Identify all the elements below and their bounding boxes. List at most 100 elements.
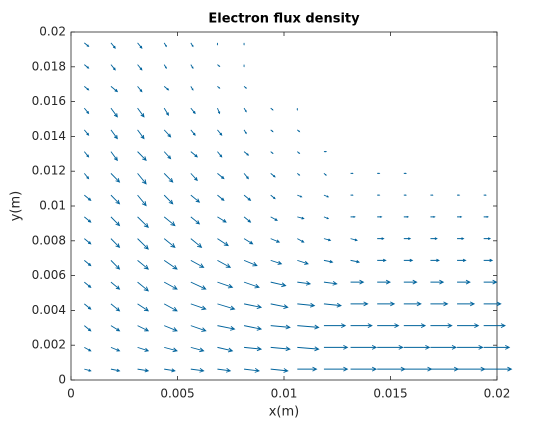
arrow	[430, 194, 434, 196]
arrow	[243, 325, 263, 331]
arrow	[243, 151, 250, 156]
arrow	[83, 107, 90, 115]
arrow	[297, 216, 305, 220]
arrow	[270, 216, 278, 221]
arrow	[323, 344, 349, 350]
y-tick-label: 0.012	[32, 164, 66, 178]
x-tick-label: 0.01	[271, 387, 298, 401]
arrow	[403, 344, 431, 350]
arrow	[270, 259, 283, 265]
x-tick-label: 0.02	[484, 387, 511, 401]
arrow	[483, 344, 511, 350]
arrow	[403, 194, 407, 196]
arrow	[84, 303, 92, 310]
arrow	[217, 216, 227, 223]
arrow	[323, 259, 334, 264]
arrow	[323, 302, 342, 308]
arrow	[297, 302, 316, 308]
arrow	[297, 129, 301, 133]
arrow	[270, 129, 274, 133]
arrow	[163, 173, 174, 183]
arrow	[270, 194, 276, 200]
y-tick-label: 0.002	[32, 338, 66, 352]
arrow	[190, 238, 203, 248]
arrow	[483, 366, 513, 372]
y-tick-label: 0.01	[39, 199, 66, 213]
arrow	[297, 151, 301, 155]
arrow	[190, 368, 205, 373]
arrow	[137, 303, 150, 312]
arrow	[430, 258, 440, 263]
arrow	[243, 64, 245, 68]
x-tick-label: 0.015	[373, 387, 407, 401]
arrow	[297, 173, 301, 176]
arrow	[377, 215, 383, 218]
arrow	[84, 346, 92, 352]
arrow	[216, 42, 219, 46]
arrow	[323, 323, 347, 329]
arrow	[164, 346, 178, 353]
arrow	[217, 259, 232, 268]
arrow	[190, 173, 198, 182]
arrow	[323, 173, 327, 176]
arrow	[270, 324, 291, 330]
arrow	[403, 323, 427, 329]
arrow	[217, 64, 221, 68]
arrow	[350, 366, 378, 372]
arrow	[110, 346, 121, 352]
arrow	[377, 344, 404, 350]
x-axis-label: x(m)	[269, 405, 300, 420]
arrow	[243, 129, 247, 135]
arrow	[243, 42, 245, 46]
y-axis-label: y(m)	[9, 191, 24, 222]
arrow	[430, 323, 453, 329]
arrow	[403, 279, 418, 285]
arrow	[110, 129, 118, 140]
arrow	[163, 194, 174, 205]
arrow	[83, 151, 90, 158]
arrow	[403, 237, 412, 240]
arrow	[137, 346, 150, 352]
arrow	[457, 237, 465, 240]
arrow	[244, 368, 260, 373]
y-tick-label: 0.008	[32, 233, 66, 247]
arrow	[110, 281, 121, 290]
arrow	[243, 303, 263, 309]
arrow	[430, 344, 458, 350]
arrow	[84, 64, 90, 69]
arrow	[217, 325, 236, 331]
arrow	[84, 86, 90, 91]
arrow	[270, 107, 274, 111]
arrow	[163, 303, 178, 312]
arrow	[137, 173, 147, 185]
arrow	[164, 368, 176, 373]
arrow	[190, 194, 201, 203]
arrow	[137, 368, 150, 373]
arrow	[297, 366, 318, 372]
arrow	[110, 368, 121, 373]
arrow	[377, 301, 396, 307]
arrow	[297, 259, 309, 265]
arrow	[137, 86, 143, 93]
arrow	[457, 258, 467, 263]
arrow	[243, 238, 254, 245]
arrow	[163, 86, 170, 91]
arrow	[350, 238, 358, 242]
arrow	[457, 194, 461, 196]
y-tick-label: 0.016	[32, 94, 66, 108]
arrow	[137, 325, 150, 332]
arrow	[217, 107, 221, 115]
arrow	[110, 325, 121, 332]
arrow	[270, 346, 291, 352]
arrow	[190, 216, 201, 225]
arrow	[270, 281, 287, 288]
arrow	[270, 173, 276, 178]
arrow	[84, 216, 92, 223]
arrow	[483, 215, 489, 218]
arrow	[163, 281, 178, 290]
arrow	[137, 107, 145, 118]
arrow	[243, 173, 249, 180]
arrow	[457, 215, 463, 218]
arrow	[110, 151, 118, 162]
arrow	[137, 260, 149, 270]
